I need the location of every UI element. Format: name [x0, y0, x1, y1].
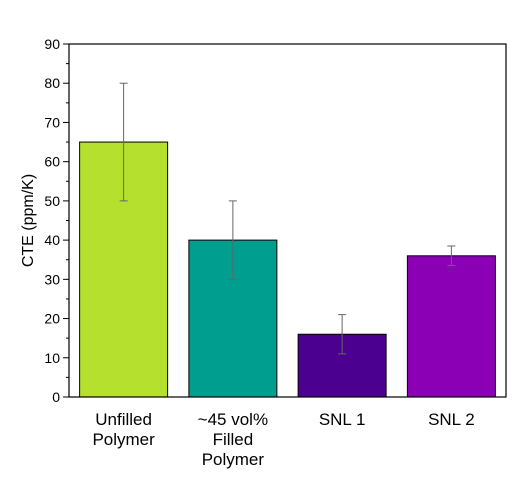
y-tick-label: 0: [52, 389, 60, 405]
y-tick-label: 70: [44, 114, 60, 130]
axes-group: Unfilled Polymer ~45 vol% Filled Polymer SNL …: [44, 36, 507, 469]
error-bar-2: [228, 200, 237, 280]
error-bar-4: [447, 245, 456, 267]
y-tick-label: 40: [44, 232, 60, 248]
error-bar-3: [338, 314, 347, 355]
y-tick-label: 30: [44, 271, 60, 287]
x-tick-label-3: SNL 1: [319, 410, 366, 429]
error-bars-group: [119, 82, 456, 355]
bars-group: [79, 141, 496, 398]
x-tick-label-1: Unfilled Polymer: [92, 410, 155, 449]
y-tick-label: 50: [44, 193, 60, 209]
x-tick-label-4: SNL 2: [428, 410, 475, 429]
y-tick-label: 80: [44, 75, 60, 91]
y-axis-title: CTE (ppm/K): [20, 174, 37, 267]
error-bar-1: [119, 82, 128, 202]
y-tick-label: 60: [44, 154, 60, 170]
bar-4: [406, 255, 496, 398]
y-tick-label: 90: [44, 36, 60, 52]
x-tick-label-2: ~45 vol% Filled Polymer: [198, 410, 268, 469]
y-tick-label: 10: [44, 350, 60, 366]
y-tick-label: 20: [44, 311, 60, 327]
